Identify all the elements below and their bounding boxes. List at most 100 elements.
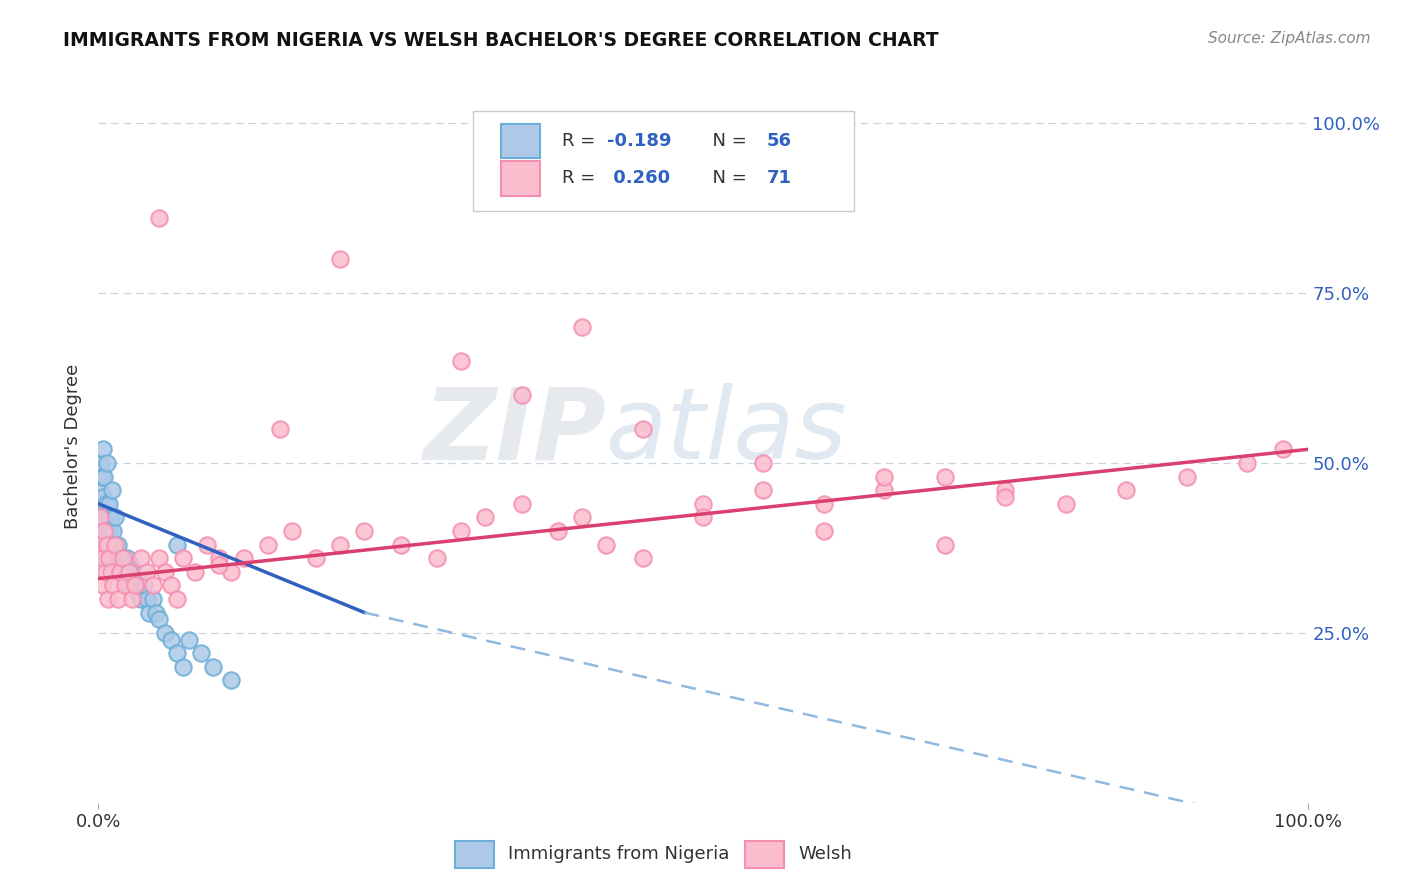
- Point: [142, 591, 165, 606]
- Text: Welsh: Welsh: [799, 846, 852, 863]
- Point: [107, 591, 129, 606]
- Point: [873, 469, 896, 483]
- Point: [426, 551, 449, 566]
- Point: [124, 578, 146, 592]
- Point: [114, 565, 136, 579]
- Point: [813, 524, 835, 538]
- Text: atlas: atlas: [606, 384, 848, 480]
- Point: [631, 422, 654, 436]
- Text: 0.260: 0.260: [607, 169, 671, 187]
- Point: [90, 537, 112, 551]
- Point: [208, 558, 231, 572]
- Point: [91, 490, 114, 504]
- Point: [153, 626, 176, 640]
- Point: [256, 537, 278, 551]
- Point: [145, 606, 167, 620]
- Point: [208, 551, 231, 566]
- Point: [129, 551, 152, 566]
- Point: [142, 578, 165, 592]
- Point: [221, 673, 243, 688]
- Point: [329, 252, 352, 266]
- Point: [96, 456, 118, 470]
- Point: [202, 660, 225, 674]
- Point: [135, 565, 157, 579]
- Point: [190, 646, 212, 660]
- Point: [100, 537, 122, 551]
- Point: [153, 565, 176, 579]
- Text: IMMIGRANTS FROM NIGERIA VS WELSH BACHELOR'S DEGREE CORRELATION CHART: IMMIGRANTS FROM NIGERIA VS WELSH BACHELO…: [63, 31, 939, 50]
- Point: [90, 537, 112, 551]
- Point: [1175, 469, 1198, 483]
- Point: [96, 537, 118, 551]
- Point: [510, 388, 533, 402]
- Point: [166, 591, 188, 606]
- Point: [450, 524, 472, 538]
- Y-axis label: Bachelor's Degree: Bachelor's Degree: [65, 363, 83, 529]
- Point: [117, 551, 139, 566]
- Point: [160, 632, 183, 647]
- Point: [389, 537, 412, 551]
- Point: [105, 551, 128, 566]
- Point: [91, 537, 114, 551]
- Point: [111, 558, 134, 572]
- Text: N =: N =: [700, 132, 752, 150]
- Point: [134, 578, 156, 592]
- Point: [752, 456, 775, 470]
- Point: [91, 578, 114, 592]
- Point: [118, 578, 141, 592]
- Text: Immigrants from Nigeria: Immigrants from Nigeria: [509, 846, 730, 863]
- Text: -0.189: -0.189: [607, 132, 672, 150]
- Text: N =: N =: [700, 169, 752, 187]
- Bar: [501, 161, 540, 195]
- Point: [692, 510, 714, 524]
- Point: [108, 565, 131, 579]
- Point: [107, 537, 129, 551]
- Point: [121, 572, 143, 586]
- Point: [1272, 442, 1295, 457]
- Point: [94, 524, 117, 538]
- Point: [97, 510, 120, 524]
- Bar: [745, 840, 785, 868]
- Point: [93, 551, 115, 566]
- Point: [93, 469, 115, 483]
- Point: [148, 211, 170, 226]
- Point: [101, 578, 124, 592]
- Point: [934, 537, 956, 551]
- Point: [232, 551, 254, 566]
- Point: [329, 537, 352, 551]
- Point: [89, 510, 111, 524]
- Point: [101, 524, 124, 538]
- Point: [94, 565, 117, 579]
- Point: [111, 551, 134, 566]
- Point: [94, 497, 117, 511]
- Point: [269, 422, 291, 436]
- Point: [100, 510, 122, 524]
- Point: [221, 565, 243, 579]
- Point: [305, 551, 328, 566]
- Point: [172, 660, 194, 674]
- Point: [90, 456, 112, 470]
- Point: [752, 483, 775, 498]
- Point: [98, 551, 121, 566]
- Point: [127, 585, 149, 599]
- Point: [129, 591, 152, 606]
- Point: [160, 578, 183, 592]
- Text: R =: R =: [561, 132, 600, 150]
- Text: 71: 71: [768, 169, 792, 187]
- Text: Source: ZipAtlas.com: Source: ZipAtlas.com: [1208, 31, 1371, 46]
- Point: [121, 591, 143, 606]
- Point: [166, 646, 188, 660]
- Point: [179, 632, 201, 647]
- Point: [1115, 483, 1137, 498]
- Point: [281, 524, 304, 538]
- Bar: [501, 124, 540, 159]
- Point: [91, 442, 114, 457]
- Point: [692, 497, 714, 511]
- Point: [96, 537, 118, 551]
- Point: [100, 565, 122, 579]
- Point: [148, 551, 170, 566]
- Point: [994, 483, 1017, 498]
- Point: [91, 551, 114, 566]
- Point: [1236, 456, 1258, 470]
- Text: ZIP: ZIP: [423, 384, 606, 480]
